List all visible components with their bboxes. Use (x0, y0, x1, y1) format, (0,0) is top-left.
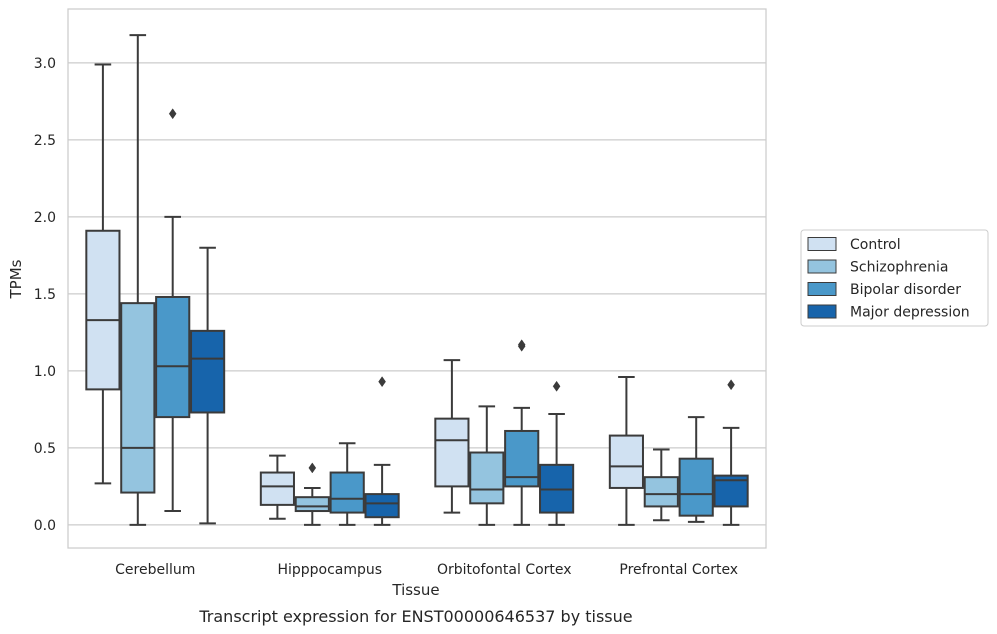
x-tick-label: Hipppocampus (277, 562, 382, 578)
box-group (678, 416, 714, 523)
box-layer (85, 34, 749, 526)
box (608, 434, 644, 489)
outlier-point (727, 379, 735, 391)
box-group (364, 376, 400, 526)
box-group (608, 376, 644, 526)
box-group (294, 462, 330, 526)
box (364, 493, 400, 519)
x-axis-title: Tissue (391, 581, 439, 599)
box (190, 329, 226, 414)
x-tick-label: Prefrontal Cortex (619, 562, 738, 578)
box (643, 476, 679, 508)
legend: Control Schizophrenia Bipolar disorder Majo… (800, 229, 989, 327)
box-group (504, 339, 540, 526)
box (678, 457, 714, 517)
box (294, 496, 330, 513)
outlier-point (308, 462, 317, 474)
y-tick-label: 3.0 (34, 56, 56, 72)
outlier-point (378, 376, 386, 388)
box-group (120, 34, 156, 526)
box-group (190, 246, 226, 525)
x-tick-label: Orbitofontal Cortex (437, 562, 572, 578)
plot-background (68, 9, 766, 548)
y-tick-label: 2.0 (34, 210, 56, 226)
y-tick-labels: 0.0 0.5 1.0 1.5 2.0 2.5 3.0 (34, 56, 56, 534)
y-tick-label: 0.5 (34, 441, 56, 457)
plot-frame (67, 8, 767, 549)
box (259, 471, 295, 506)
legend-label: Major depression (850, 305, 970, 321)
chart-caption: Transcript expression for ENST0000064653… (198, 607, 632, 626)
x-tick-labels: Cerebellum Hipppocampus Orbitofontal Corte… (115, 562, 738, 578)
legend-swatch (807, 282, 837, 296)
box-group (713, 379, 749, 526)
y-tick-label: 2.5 (34, 133, 56, 149)
legend-label: Control (850, 237, 901, 253)
outlier-point (517, 339, 526, 351)
legend-label: Schizophrenia (850, 260, 948, 276)
box-group (643, 448, 679, 522)
box-group (329, 442, 365, 526)
box (469, 451, 505, 505)
x-tick-label: Cerebellum (115, 562, 195, 578)
box-group (539, 380, 575, 526)
y-tick-label: 1.5 (34, 287, 56, 303)
box (329, 471, 365, 514)
y-tick-label: 1.0 (34, 364, 56, 380)
box (155, 295, 191, 419)
box-group (85, 63, 121, 485)
box (120, 302, 156, 494)
legend-swatch (807, 237, 837, 251)
box (85, 229, 121, 391)
legend-frame (800, 229, 989, 327)
box-group (155, 108, 191, 513)
box-group (469, 405, 505, 526)
outlier-point (168, 108, 177, 120)
y-axis-title: TPMs (7, 259, 25, 299)
y-tick-label: 0.0 (34, 518, 56, 534)
box (434, 417, 470, 488)
legend-swatch (807, 259, 837, 274)
box-group (434, 359, 470, 514)
outlier-point (552, 380, 561, 392)
legend-swatch (807, 304, 837, 319)
box-group (259, 454, 295, 520)
legend-label: Bipolar disorder (850, 282, 961, 298)
